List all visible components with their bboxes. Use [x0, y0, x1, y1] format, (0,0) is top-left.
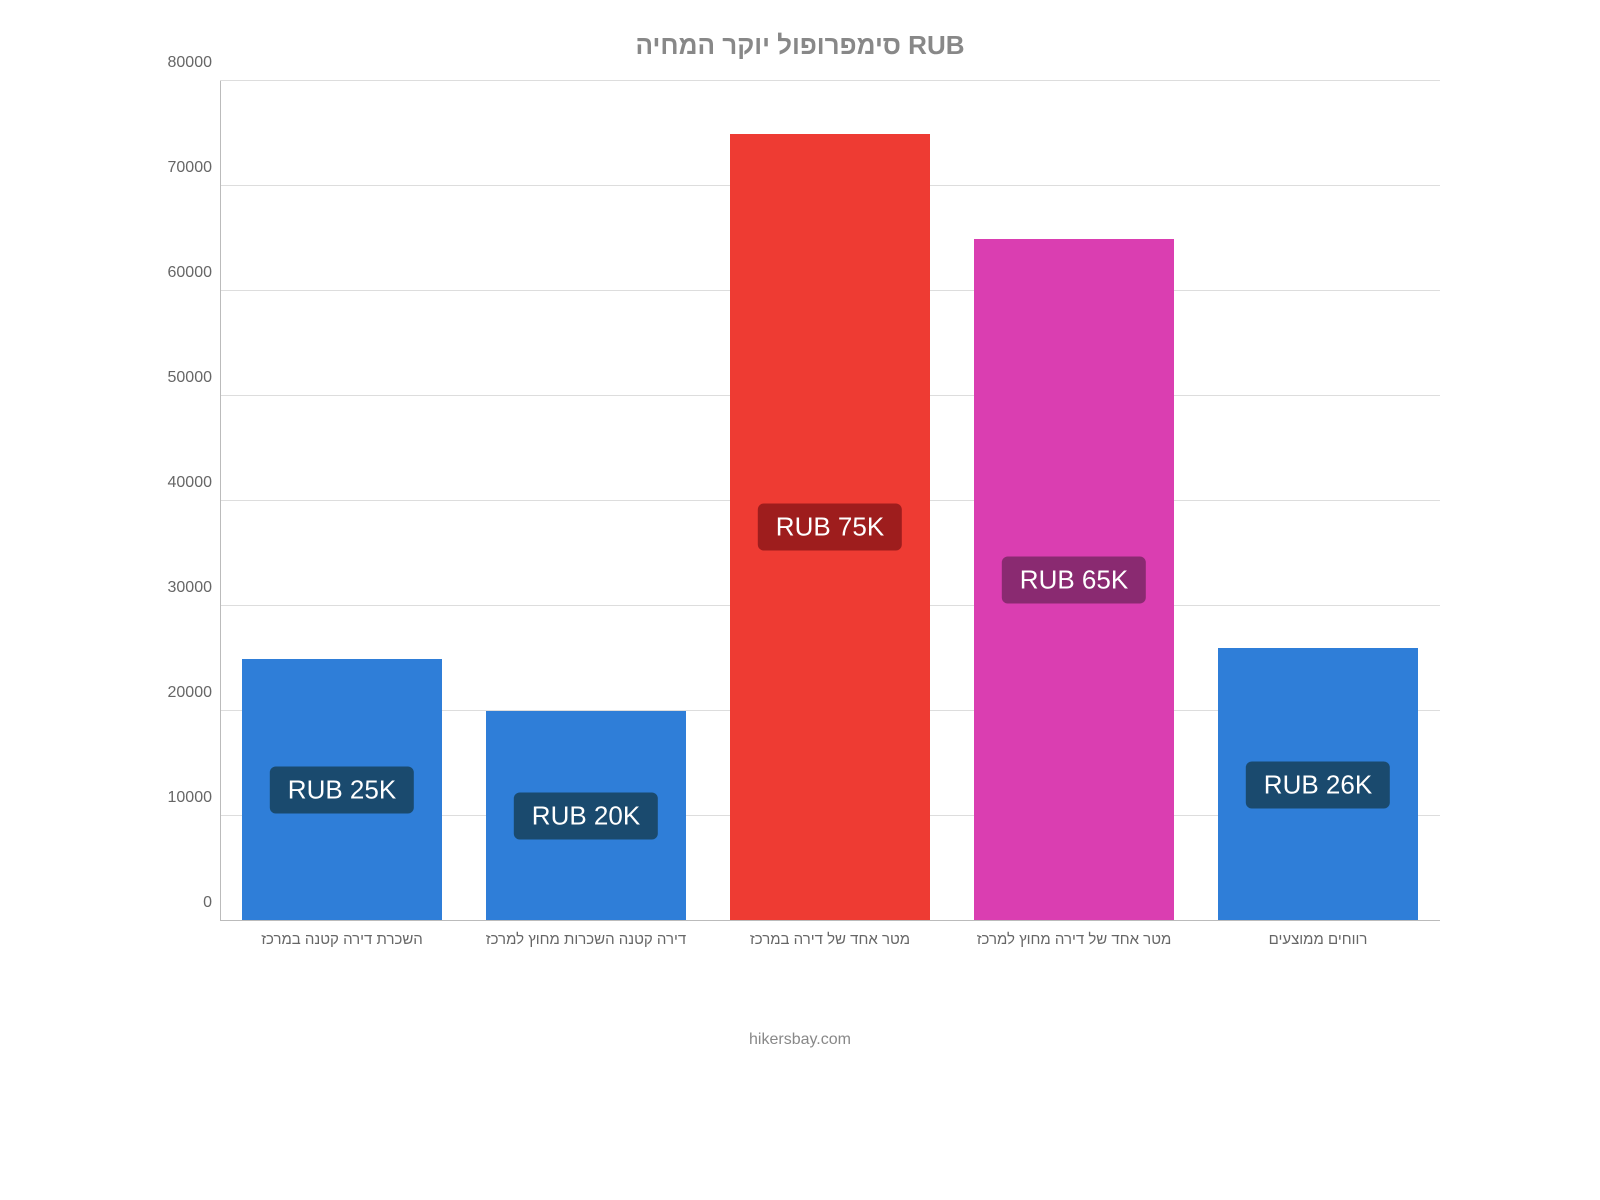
plot-area: 0100002000030000400005000060000700008000…: [220, 81, 1440, 921]
y-tick: 40000: [142, 474, 212, 492]
x-category-label: דירה קטנה השכרות מחוץ למרכז: [464, 931, 708, 948]
x-category-label: רווחים ממוצעים: [1196, 931, 1440, 948]
bar-slot: RUB 75K: [708, 81, 952, 921]
bar-value-label: RUB 20K: [514, 793, 658, 840]
bars-area: RUB 25K RUB 20K RUB 75K RUB 65K RUB 26K: [220, 81, 1440, 921]
x-category-label: השכרת דירה קטנה במרכז: [220, 931, 464, 948]
bar: RUB 20K: [486, 711, 686, 921]
y-tick: 10000: [142, 789, 212, 807]
bar-slot: RUB 20K: [464, 81, 708, 921]
y-tick: 80000: [142, 54, 212, 72]
bar-slot: RUB 26K: [1196, 81, 1440, 921]
x-category-label: מטר אחד של דירה במרכז: [708, 931, 952, 948]
y-tick: 50000: [142, 369, 212, 387]
y-tick: 0: [142, 894, 212, 912]
x-category-label: מטר אחד של דירה מחוץ למרכז: [952, 931, 1196, 948]
y-tick: 20000: [142, 684, 212, 702]
x-labels: השכרת דירה קטנה במרכזדירה קטנה השכרות מח…: [220, 931, 1440, 948]
y-axis: 0100002000030000400005000060000700008000…: [140, 81, 220, 921]
bar-value-label: RUB 75K: [758, 504, 902, 551]
bar-value-label: RUB 25K: [270, 766, 414, 813]
bar-slot: RUB 25K: [220, 81, 464, 921]
y-tick: 70000: [142, 159, 212, 177]
chart-container: סימפרופול יוקר המחיה RUB 010000200003000…: [140, 0, 1460, 1000]
bar: RUB 65K: [974, 239, 1174, 922]
chart-title: סימפרופול יוקר המחיה RUB: [140, 30, 1460, 61]
chart-footer: hikersbay.com: [140, 1031, 1460, 1049]
x-baseline: [220, 920, 1440, 921]
bar: RUB 75K: [730, 134, 930, 922]
y-tick: 60000: [142, 264, 212, 282]
bar-slot: RUB 65K: [952, 81, 1196, 921]
bar-value-label: RUB 26K: [1246, 761, 1390, 808]
bar-value-label: RUB 65K: [1002, 556, 1146, 603]
bar: RUB 25K: [242, 659, 442, 922]
y-tick: 30000: [142, 579, 212, 597]
bar: RUB 26K: [1218, 648, 1418, 921]
